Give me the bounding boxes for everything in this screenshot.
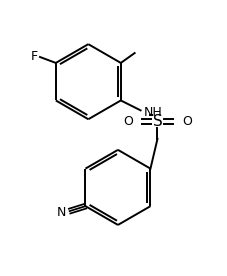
Text: O: O [181, 115, 191, 128]
Text: NH: NH [143, 106, 162, 119]
Text: N: N [56, 206, 65, 219]
Text: S: S [152, 114, 162, 129]
Text: O: O [122, 115, 132, 128]
Text: F: F [31, 51, 38, 63]
